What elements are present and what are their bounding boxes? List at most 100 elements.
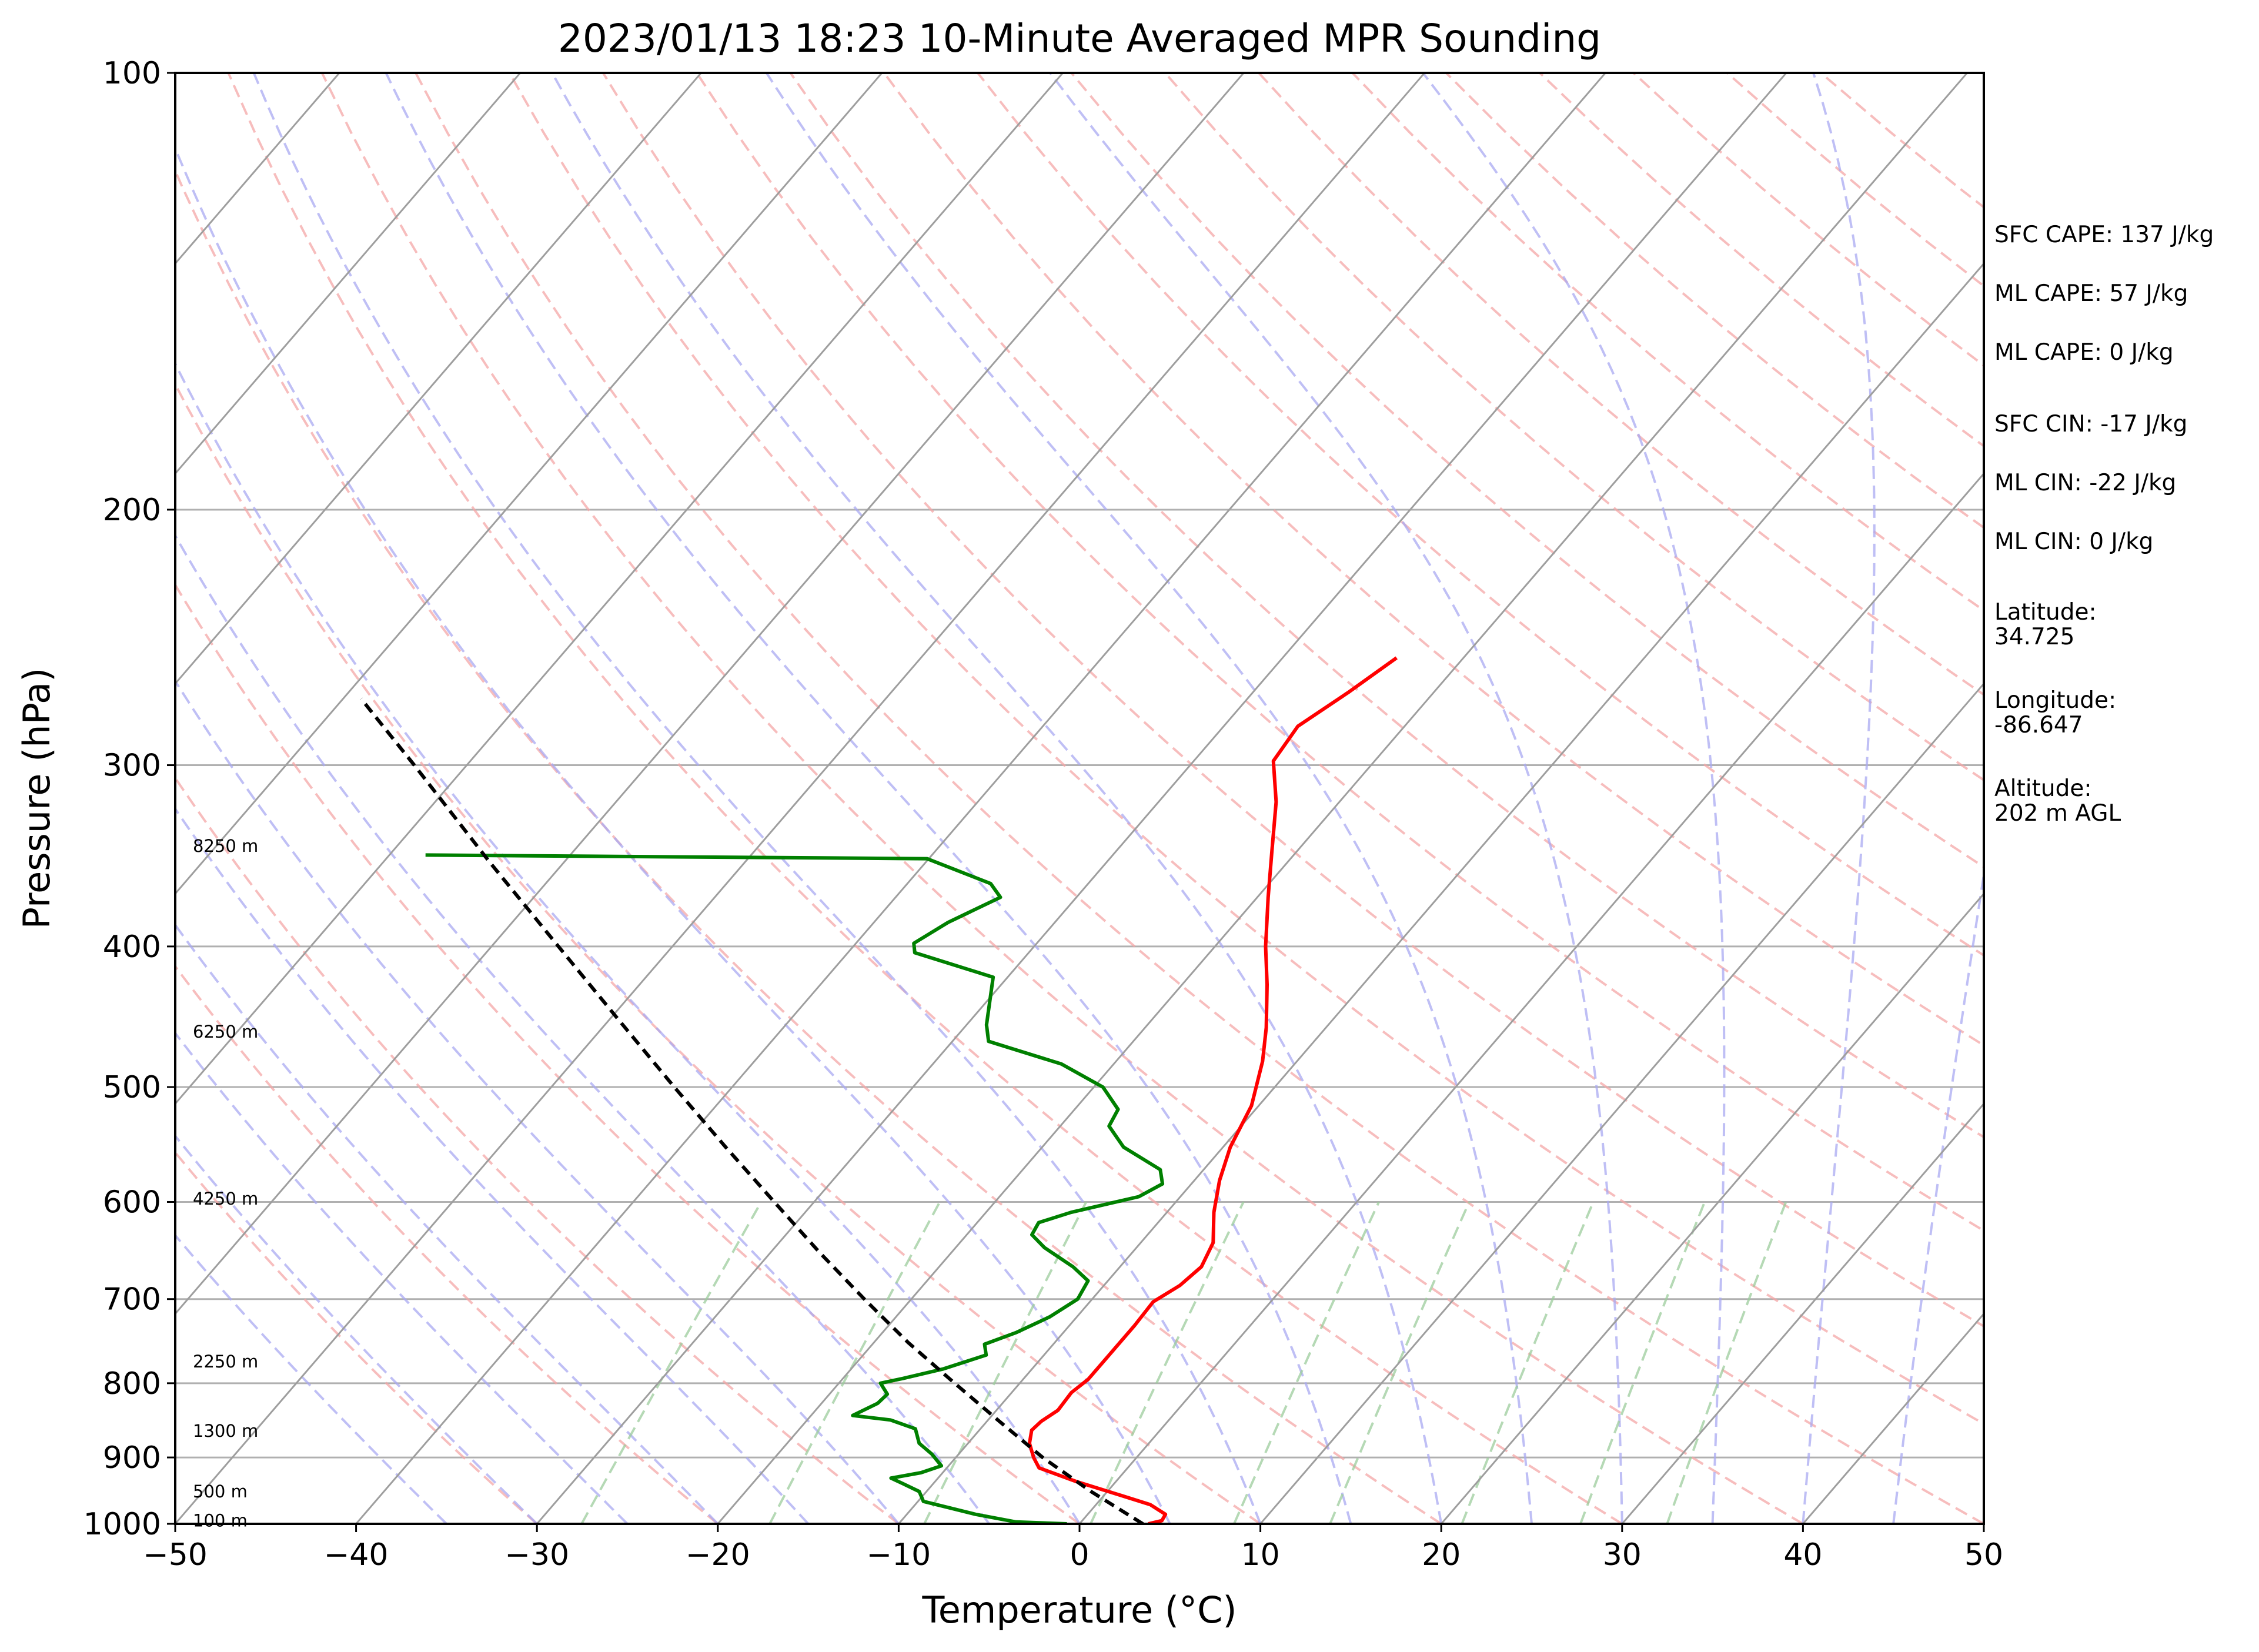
- stat-label: ML CAPE: 57 J/kg: [1994, 280, 2188, 307]
- dry-adiabat: [508, 73, 1984, 1426]
- x-tick-label: 20: [1422, 1537, 1461, 1573]
- x-tick-label: −30: [504, 1537, 569, 1573]
- stat-label: 202 m AGL: [1994, 800, 2121, 827]
- dry-adiabat: [175, 964, 719, 1524]
- dry-adiabat: [175, 382, 1261, 1524]
- moist-adiabat: [175, 1233, 447, 1524]
- dry-adiabat: [789, 73, 1984, 1139]
- isotherm-0: [1078, 472, 1984, 1524]
- height-label: 1300 m: [193, 1421, 258, 1441]
- moist-adiabat: [175, 807, 810, 1524]
- dry-adiabat: [415, 73, 1984, 1524]
- height-label: 6250 m: [193, 1022, 258, 1042]
- temperature-profile: [1027, 656, 1398, 1524]
- series-lines: [359, 656, 1398, 1524]
- dewpoint-profile: [425, 853, 1165, 1524]
- isotherm--90: [175, 73, 702, 685]
- height-label: 4250 m: [193, 1189, 258, 1209]
- dry-adiabat: [175, 168, 1442, 1524]
- chart-title: 2023/01/13 18:23 10-Minute Averaged MPR …: [558, 16, 1601, 61]
- isotherm-20: [1441, 892, 1984, 1524]
- moist-adiabat: [175, 1031, 629, 1524]
- mixing-ratio-line: [1329, 1201, 1471, 1524]
- y-tick-label: 900: [103, 1440, 161, 1476]
- stat-label: ML CAPE: 0 J/kg: [1994, 339, 2174, 366]
- moist-adiabat: [175, 533, 990, 1524]
- y-tick-label: 600: [103, 1185, 161, 1220]
- dry-adiabat: [601, 73, 1984, 1328]
- moist-adiabat: [765, 73, 1533, 1524]
- isotherm--60: [175, 73, 1245, 1316]
- isotherm--30: [536, 73, 1787, 1524]
- isotherm--100: [175, 73, 521, 475]
- isotherm--50: [175, 73, 1425, 1524]
- y-tick-label: 800: [103, 1366, 161, 1402]
- moist-adiabat: [1422, 73, 1726, 1524]
- parcel-path: [359, 697, 1144, 1524]
- moist-adiabat: [551, 73, 1443, 1524]
- moist-adiabat: [175, 361, 1081, 1524]
- mixing-ratio-line: [1579, 1201, 1706, 1524]
- moist-adiabat: [175, 922, 719, 1524]
- x-tick-label: −50: [143, 1537, 208, 1573]
- isotherm--70: [175, 73, 1064, 1105]
- isotherm-10: [1259, 682, 1984, 1524]
- isotherm--80: [175, 73, 883, 895]
- stat-label: 34.725: [1994, 624, 2074, 650]
- y-axis-title: Pressure (hPa): [15, 668, 58, 929]
- dry-adiabat: [175, 775, 900, 1524]
- stat-label: SFC CIN: -17 J/kg: [1994, 411, 2187, 437]
- stat-label: Latitude:: [1994, 599, 2097, 626]
- dry-adiabat: [1164, 73, 1984, 782]
- dry-adiabat: [227, 73, 1623, 1524]
- x-tick-label: −20: [686, 1537, 750, 1573]
- mixing-ratio-line: [768, 1201, 941, 1524]
- height-label: 500 m: [193, 1482, 248, 1501]
- grid-lines: [175, 73, 1984, 1524]
- height-labels: 100 m 500 m 1300 m 2250 m 4250 m 6250 m 8250 m: [193, 836, 258, 1531]
- stat-label: ML CIN: -22 J/kg: [1994, 470, 2176, 496]
- moist-adiabat: [1892, 867, 1984, 1524]
- mixing-ratio-line: [1233, 1201, 1380, 1524]
- stat-label: -86.647: [1994, 712, 2083, 738]
- moist-adiabat: [175, 145, 1171, 1524]
- isotherm--20: [717, 73, 1968, 1524]
- mixing-ratio-line: [1666, 1201, 1787, 1524]
- y-tick-label: 200: [103, 493, 161, 528]
- moist-adiabat: [385, 73, 1352, 1524]
- stat-label: Longitude:: [1994, 687, 2116, 714]
- y-tick-label: 500: [103, 1070, 161, 1105]
- y-axis-ticks: 100 200 300 400 500 600 700 800 900 1000: [83, 56, 175, 1542]
- isotherm--40: [355, 73, 1606, 1524]
- mixing-ratio-line: [1090, 1201, 1245, 1524]
- stat-label: SFC CAPE: 137 J/kg: [1994, 222, 2214, 248]
- mixing-ratio-line: [923, 1201, 1088, 1524]
- x-tick-label: −40: [324, 1537, 389, 1573]
- y-tick-label: 100: [103, 56, 161, 91]
- x-tick-label: 50: [1964, 1537, 2003, 1573]
- dry-adiabat: [320, 73, 1804, 1524]
- moist-adiabat: [175, 1134, 538, 1524]
- x-tick-label: 10: [1241, 1537, 1280, 1573]
- x-axis-ticks: −50 −40 −30 −20 −10 0 10 20 30 40 50: [143, 1524, 2003, 1573]
- stat-label: ML CIN: 0 J/kg: [1994, 529, 2153, 555]
- stat-label: Altitude:: [1994, 775, 2092, 802]
- dry-adiabat: [1258, 73, 1984, 696]
- x-tick-label: 30: [1603, 1537, 1642, 1573]
- x-tick-label: −10: [867, 1537, 931, 1573]
- x-tick-label: 0: [1070, 1537, 1089, 1573]
- y-tick-label: 400: [103, 929, 161, 965]
- x-axis-title: Temperature (°C): [921, 1589, 1237, 1631]
- isotherm--10: [898, 262, 1984, 1524]
- dry-adiabat: [696, 73, 1984, 1232]
- moist-adiabat: [252, 73, 1262, 1524]
- isotherm-30: [1621, 1102, 1984, 1524]
- height-label: 2250 m: [193, 1352, 258, 1372]
- height-label: 100 m: [193, 1511, 248, 1531]
- height-label: 8250 m: [193, 836, 258, 856]
- dry-adiabat: [175, 583, 1081, 1524]
- y-tick-label: 300: [103, 748, 161, 784]
- y-tick-label: 1000: [83, 1507, 161, 1542]
- moist-adiabat: [1802, 73, 1876, 1524]
